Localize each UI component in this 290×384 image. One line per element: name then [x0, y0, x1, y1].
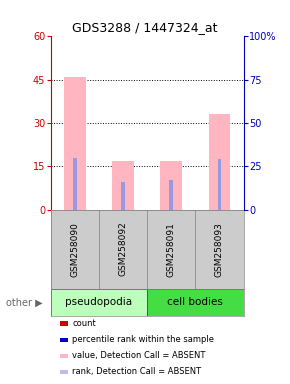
- Text: other ▶: other ▶: [6, 297, 42, 307]
- Text: count: count: [72, 319, 96, 328]
- Bar: [147, 289, 244, 316]
- Bar: [121, 182, 125, 210]
- Bar: [60, 354, 68, 358]
- Bar: [64, 77, 86, 210]
- Bar: [60, 321, 68, 326]
- Bar: [73, 158, 77, 210]
- Text: pseudopodia: pseudopodia: [66, 297, 133, 307]
- Text: value, Detection Call = ABSENT: value, Detection Call = ABSENT: [72, 351, 206, 360]
- Bar: [112, 161, 134, 210]
- Bar: [51, 289, 147, 316]
- Text: GSM258090: GSM258090: [70, 222, 79, 276]
- Text: GSM258091: GSM258091: [167, 222, 176, 276]
- Bar: [60, 338, 68, 342]
- Text: rank, Detection Call = ABSENT: rank, Detection Call = ABSENT: [72, 367, 202, 376]
- Text: percentile rank within the sample: percentile rank within the sample: [72, 335, 214, 344]
- Bar: [147, 210, 195, 289]
- Bar: [218, 159, 222, 210]
- Bar: [195, 210, 244, 289]
- Bar: [51, 210, 99, 289]
- Text: GSM258092: GSM258092: [119, 222, 128, 276]
- Bar: [169, 180, 173, 210]
- Bar: [160, 161, 182, 210]
- Bar: [99, 210, 147, 289]
- Bar: [209, 114, 230, 210]
- Bar: [60, 370, 68, 374]
- Text: GSM258093: GSM258093: [215, 222, 224, 276]
- Text: cell bodies: cell bodies: [167, 297, 223, 307]
- Text: GDS3288 / 1447324_at: GDS3288 / 1447324_at: [72, 21, 218, 34]
